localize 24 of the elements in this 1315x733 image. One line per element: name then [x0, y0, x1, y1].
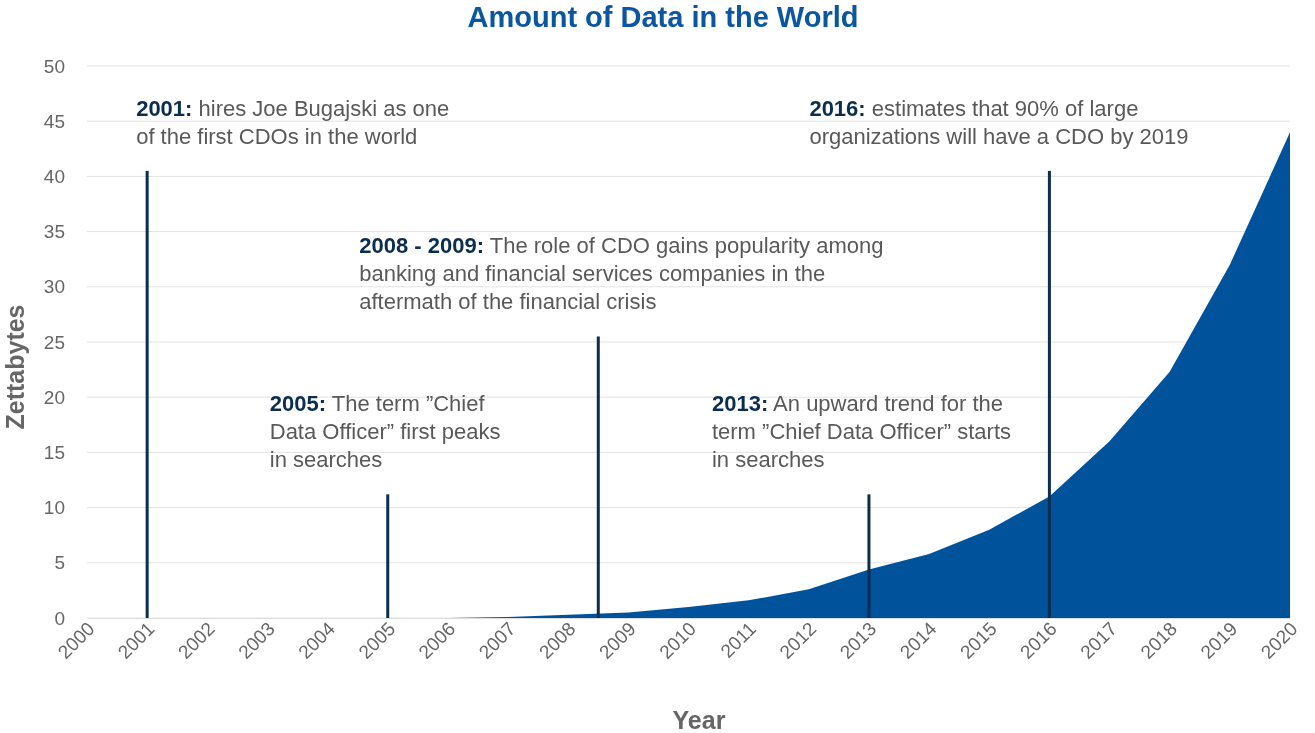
y-tick-label: 30	[43, 276, 65, 298]
y-tick-label: 20	[43, 386, 65, 408]
y-tick-label: 0	[54, 607, 65, 629]
bar	[867, 494, 871, 618]
annotation: 2016: estimates that 90% of large organizations will have a CDO by 2019	[809, 95, 1189, 149]
y-tick-label: 50	[43, 55, 65, 77]
y-tick-label: 5	[54, 552, 65, 574]
y-axis-title: Zettabytes	[1, 304, 29, 430]
y-tick-label: 15	[43, 441, 65, 463]
x-axis-title: Year	[672, 706, 726, 733]
bar	[1047, 170, 1051, 618]
annotation: 2008 - 2009: The role of CDO gains popularity among banking and financial services companies in the aftermath of the financial crisis	[359, 233, 884, 315]
y-tick-label: 10	[43, 497, 65, 519]
annotation: 2005: The term ”Chief Data Officer” first peaks in searches	[269, 391, 501, 473]
annotation: 2013: An upward trend for the term ”Chief Data Officer” starts in searches	[711, 391, 1012, 473]
bar	[386, 494, 390, 618]
y-tick-label: 45	[43, 110, 65, 132]
y-tick-label: 25	[43, 331, 65, 353]
bar	[596, 336, 600, 618]
y-tick-label: 35	[43, 221, 65, 243]
chart-title: Amount of Data in the World	[467, 1, 859, 33]
annotation: 2001: hires Joe Bugajski as one of the first CDOs in the world	[136, 95, 450, 149]
y-tick-label: 40	[43, 165, 65, 187]
bar	[145, 170, 149, 618]
